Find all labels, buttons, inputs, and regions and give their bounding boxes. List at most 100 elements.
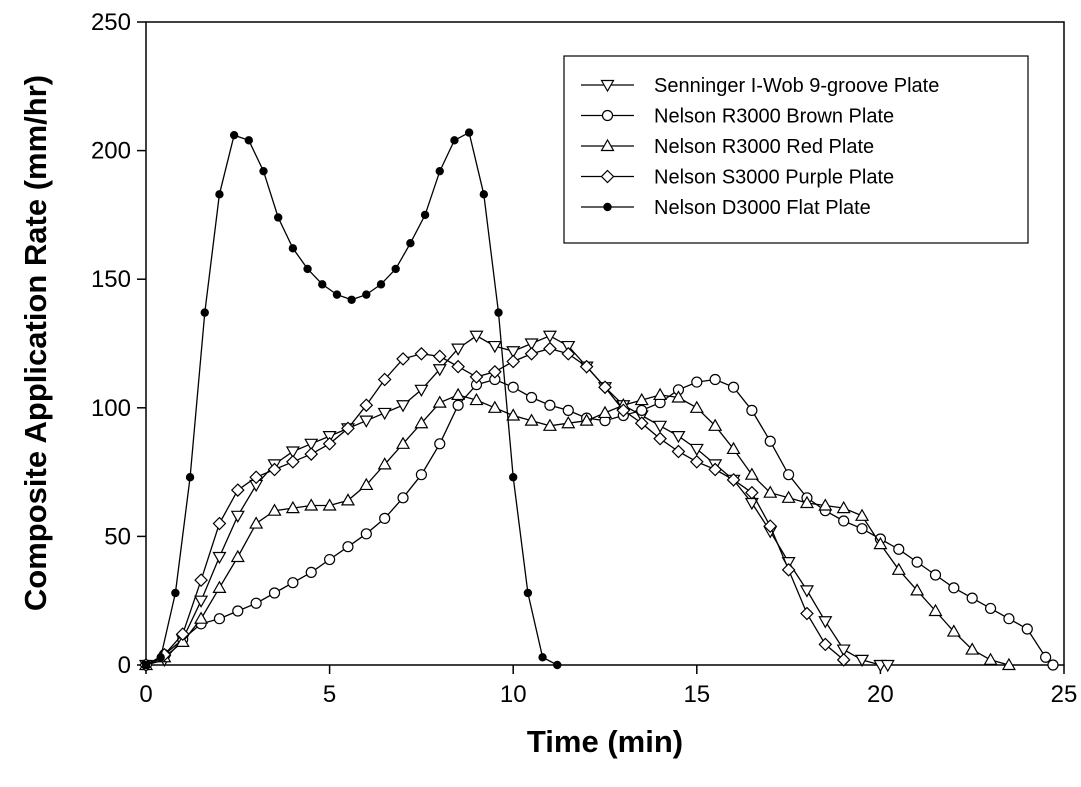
data-point — [1001, 657, 1016, 671]
x-tick-label: 10 — [500, 681, 527, 708]
data-point — [194, 573, 208, 587]
data-point — [377, 457, 392, 470]
data-point — [341, 421, 355, 436]
legend-item: Nelson R3000 Brown Plate — [581, 106, 894, 128]
series-5 — [141, 128, 562, 670]
data-point — [420, 210, 430, 220]
data-point — [332, 290, 342, 299]
data-point — [800, 606, 814, 621]
data-point — [322, 436, 337, 451]
data-point — [322, 498, 337, 511]
legend-marker — [603, 202, 612, 212]
data-point — [983, 652, 998, 665]
data-point — [948, 582, 960, 594]
y-tick-label: 250 — [91, 9, 131, 36]
data-point — [745, 485, 759, 500]
data-point — [287, 577, 299, 589]
data-point — [249, 516, 264, 529]
data-point — [376, 280, 386, 289]
data-point — [200, 308, 209, 317]
data-point — [506, 408, 521, 421]
data-point — [304, 438, 319, 452]
x-tick-label: 5 — [323, 681, 336, 708]
data-point — [836, 644, 851, 657]
data-point — [891, 562, 906, 575]
data-point — [230, 483, 245, 497]
x-tick-label: 25 — [1051, 681, 1078, 708]
legend-marker — [600, 79, 615, 93]
data-point — [450, 136, 459, 145]
data-point — [781, 490, 796, 503]
data-point — [259, 166, 268, 176]
data-point — [746, 404, 758, 416]
data-point — [1021, 623, 1033, 635]
data-point — [487, 340, 502, 354]
data-point — [561, 416, 576, 429]
data-point — [946, 624, 961, 637]
data-point — [965, 642, 980, 655]
series-line — [145, 394, 1010, 666]
data-point — [285, 446, 300, 459]
data-point — [414, 416, 429, 429]
data-point — [377, 372, 392, 387]
y-tick-label: 0 — [118, 652, 131, 679]
data-point — [507, 381, 519, 393]
data-point — [285, 500, 300, 514]
data-point — [396, 400, 411, 413]
data-point — [213, 613, 226, 625]
data-point — [175, 627, 190, 641]
data-point — [194, 595, 209, 608]
plot-frame — [145, 21, 1065, 666]
series-line — [145, 347, 845, 666]
data-point — [911, 556, 923, 568]
data-point — [691, 376, 703, 388]
data-point — [232, 605, 244, 617]
data-point — [818, 637, 833, 652]
data-point — [562, 404, 574, 416]
data-point — [414, 346, 429, 361]
data-point — [432, 395, 447, 408]
data-point — [855, 508, 870, 521]
data-point — [799, 585, 814, 598]
data-point — [391, 264, 400, 274]
data-point — [671, 444, 686, 459]
data-point — [347, 295, 356, 304]
data-point — [469, 370, 484, 384]
data-point — [479, 190, 489, 199]
data-point — [984, 602, 997, 615]
data-point — [230, 549, 245, 563]
data-point — [689, 400, 704, 413]
data-point — [855, 654, 870, 668]
data-point — [318, 280, 327, 289]
x-tick-label: 20 — [867, 681, 894, 708]
data-point — [267, 503, 282, 516]
data-point — [305, 566, 317, 579]
legend-marker — [601, 109, 614, 122]
data-point — [1047, 659, 1059, 671]
legend-label: Nelson R3000 Red Plate — [654, 136, 874, 158]
data-point — [212, 516, 227, 531]
data-point — [506, 354, 521, 369]
data-point — [185, 473, 195, 482]
data-point — [230, 510, 245, 524]
legend-box — [563, 55, 1029, 244]
data-point — [212, 580, 227, 593]
data-point — [708, 418, 723, 431]
y-tick-label: 100 — [91, 395, 131, 422]
data-point — [229, 130, 239, 140]
data-point — [542, 330, 557, 343]
legend-marker — [600, 138, 615, 152]
data-point — [561, 346, 576, 361]
data-point — [494, 308, 503, 317]
legend-label: Nelson D3000 Flat Plate — [654, 197, 871, 219]
data-point — [653, 431, 667, 446]
x-tick-label: 15 — [683, 681, 710, 708]
data-point — [579, 413, 594, 426]
data-point — [194, 611, 209, 624]
data-point — [781, 562, 796, 577]
plot-area-border — [145, 21, 1065, 666]
data-point — [634, 416, 649, 431]
series-line — [145, 378, 1054, 666]
data-point — [671, 430, 686, 444]
data-point — [286, 454, 300, 469]
